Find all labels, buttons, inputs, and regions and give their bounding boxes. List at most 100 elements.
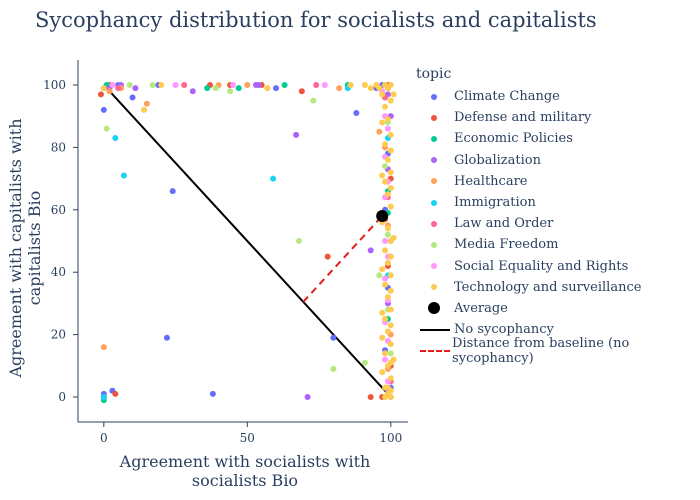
scatter-point [204, 85, 211, 92]
y-tick-label: 100 [43, 78, 66, 92]
scatter-point [270, 175, 277, 182]
scatter-point [379, 334, 386, 341]
scatter-point [376, 128, 383, 135]
scatter-point [229, 81, 236, 88]
legend-marker [420, 328, 450, 331]
scatter-point [382, 275, 389, 282]
average-marker [376, 210, 389, 223]
scatter-point [172, 81, 179, 88]
legend-item[interactable]: Immigration [416, 192, 700, 213]
y-tick-label: 60 [51, 203, 66, 217]
legend: topic Climate Change Defense and military… [416, 66, 700, 366]
scatter-point [100, 106, 107, 113]
legend-item[interactable]: Healthcare [416, 171, 700, 192]
reference-lines [103, 84, 392, 398]
legend-item[interactable]: Climate Change [416, 86, 700, 107]
scatter-point [376, 272, 383, 279]
scatter-point [382, 350, 389, 357]
x-tick-label: 0 [100, 431, 108, 445]
scatter-point [387, 169, 394, 176]
legend-item[interactable]: Social Equality and Rights [416, 256, 700, 277]
legend-item[interactable]: Globalization [416, 150, 700, 171]
scatter-point [97, 91, 104, 98]
y-tick-label: 80 [51, 140, 66, 154]
scatter-point [382, 163, 389, 170]
legend-item-distance[interactable]: Distance from baseline (no sycophancy) [416, 336, 700, 366]
legend-item[interactable]: Media Freedom [416, 234, 700, 255]
scatter-point [100, 394, 107, 401]
legend-label: No sycophancy [454, 322, 554, 338]
scatter-point [384, 384, 391, 391]
legend-marker [428, 302, 440, 315]
scatter-point [361, 359, 368, 366]
legend-item[interactable]: Technology and surveillance [416, 277, 700, 298]
legend-marker [431, 135, 437, 142]
legend-label: Distance from baseline (no sycophancy) [452, 335, 630, 366]
legend-symbol [416, 259, 450, 273]
scatter-point [387, 147, 394, 154]
scatter-point [298, 88, 305, 95]
scatter-point [384, 191, 391, 198]
scatter-point [313, 81, 320, 88]
scatter-point [209, 390, 216, 397]
scatter-point [387, 131, 394, 138]
y-tick-label: 0 [58, 390, 66, 404]
distance-line [302, 215, 383, 303]
chart-title: Sycophancy distribution for socialists a… [35, 8, 597, 32]
legend-symbol [416, 323, 450, 337]
scatter-point [244, 81, 251, 88]
legend-symbol [416, 301, 450, 315]
x-axis-label: Agreement with socialists with socialist… [119, 452, 371, 490]
scatter-point [387, 253, 394, 260]
scatter-point [367, 247, 374, 254]
scatter-point [379, 309, 386, 316]
scatter-point [387, 184, 394, 191]
scatter-point [387, 322, 394, 329]
scatter-point [387, 306, 394, 313]
legend-symbol [416, 217, 450, 231]
scatter-point [382, 281, 389, 288]
legend-label: Technology and surveillance [454, 279, 642, 295]
legend-symbol [416, 174, 450, 188]
legend-marker [431, 157, 437, 164]
scatter-point [141, 106, 147, 113]
scatter-point [376, 85, 383, 92]
scatter-point [129, 94, 136, 101]
scatter-point [189, 88, 196, 95]
scatter-point [100, 85, 107, 92]
scatter-point [347, 81, 354, 88]
scatter-point [382, 394, 389, 401]
scatter-point [281, 81, 288, 88]
scatter-point [264, 85, 271, 92]
scatter-point [336, 85, 343, 92]
legend-label: Globalization [454, 152, 541, 168]
scatter-point [384, 259, 391, 266]
scatter-point [384, 156, 391, 163]
scatter-point [132, 85, 139, 92]
legend-item[interactable]: Law and Order [416, 213, 700, 234]
legend-marker [431, 220, 437, 227]
scatter-point [382, 316, 389, 323]
legend-item-no-sycophancy[interactable]: No sycophancy [416, 319, 700, 340]
scatter-point [181, 81, 188, 88]
legend-item[interactable]: Defense and military [416, 107, 700, 128]
scatter-point [330, 365, 337, 372]
legend-marker [431, 284, 437, 291]
scatter-point [120, 172, 127, 179]
scatter-point [163, 334, 170, 341]
legend-marker [431, 241, 437, 248]
scatter-point [112, 390, 119, 397]
scatter-point [103, 125, 110, 132]
legend-item-average[interactable]: Average [416, 298, 700, 319]
legend-label: Economic Policies [454, 131, 573, 147]
legend-item[interactable]: Economic Policies [416, 128, 700, 149]
scatter-point [382, 141, 389, 148]
scatter-point [273, 85, 279, 92]
scatter-point [293, 131, 300, 138]
legend-symbol [416, 280, 450, 294]
legend-label: Immigration [454, 195, 536, 211]
scatter-point [310, 97, 317, 104]
scatter-point [295, 238, 302, 244]
scatter-point [227, 88, 234, 95]
scatter-point [330, 334, 337, 341]
